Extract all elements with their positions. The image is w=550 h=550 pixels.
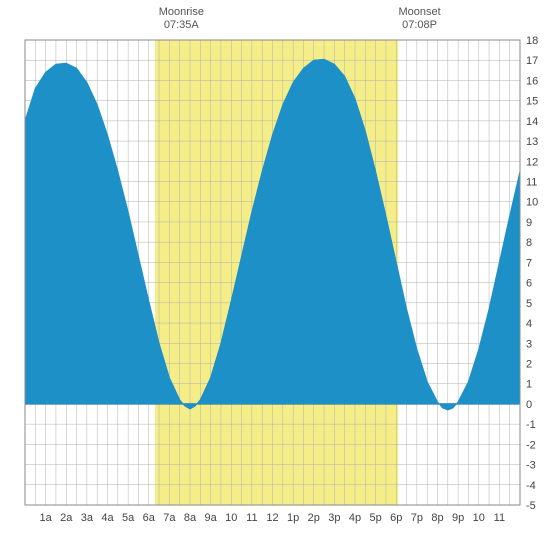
tide-moon-chart: 1a2a3a4a5a6a7a8a9a1011121p2p3p4p5p6p7p8p… <box>0 0 550 550</box>
y-tick-label: 0 <box>526 399 532 411</box>
annotation-time: 07:08P <box>390 19 450 32</box>
y-tick-label: 4 <box>526 318 532 330</box>
y-tick-label: 2 <box>526 358 532 370</box>
y-tick-label: 8 <box>526 237 532 249</box>
x-tick-label: 10 <box>473 512 485 524</box>
moonset-annotation: Moonset07:08P <box>390 6 450 32</box>
x-tick-label: 11 <box>246 512 257 524</box>
x-tick-label: 4p <box>349 512 361 524</box>
y-tick-label: -1 <box>526 419 536 431</box>
x-tick-label: 8p <box>431 512 443 524</box>
chart-svg: 1a2a3a4a5a6a7a8a9a1011121p2p3p4p5p6p7p8p… <box>0 0 550 550</box>
x-tick-label: 4a <box>101 512 114 524</box>
x-tick-label: 1p <box>287 512 299 524</box>
y-tick-label: 17 <box>526 55 538 67</box>
x-tick-label: 7a <box>163 512 176 524</box>
y-tick-label: 10 <box>526 197 538 209</box>
x-tick-label: 3p <box>328 512 340 524</box>
x-tick-label: 6a <box>143 512 156 524</box>
x-tick-label: 7p <box>411 512 423 524</box>
annotation-label: Moonset <box>390 6 450 19</box>
y-tick-label: 12 <box>526 156 538 168</box>
y-tick-label: 13 <box>526 136 538 148</box>
y-tick-label: 11 <box>526 177 537 189</box>
x-tick-label: 1a <box>40 512 53 524</box>
moonrise-annotation: Moonrise07:35A <box>151 6 211 32</box>
x-tick-label: 9p <box>452 512 464 524</box>
y-tick-label: 18 <box>526 35 538 47</box>
x-tick-label: 8a <box>184 512 197 524</box>
y-tick-label: -3 <box>526 460 536 472</box>
x-tick-label: 5a <box>122 512 135 524</box>
x-tick-label: 6p <box>390 512 402 524</box>
y-tick-label: 14 <box>526 116 538 128</box>
y-tick-label: 6 <box>526 278 532 290</box>
y-tick-label: 5 <box>526 298 532 310</box>
y-tick-label: -5 <box>526 500 536 512</box>
annotation-time: 07:35A <box>151 19 211 32</box>
y-tick-label: 16 <box>526 75 538 87</box>
x-tick-label: 2p <box>308 512 320 524</box>
x-tick-label: 12 <box>266 512 278 524</box>
x-tick-label: 11 <box>494 512 505 524</box>
y-tick-label: 15 <box>526 96 538 108</box>
y-tick-label: 7 <box>526 257 532 269</box>
x-tick-label: 10 <box>225 512 237 524</box>
x-tick-label: 9a <box>205 512 218 524</box>
y-tick-label: -4 <box>526 480 536 492</box>
x-tick-label: 3a <box>81 512 94 524</box>
y-tick-label: 3 <box>526 338 532 350</box>
x-tick-label: 2a <box>60 512 73 524</box>
y-tick-label: 9 <box>526 217 532 229</box>
y-tick-label: 1 <box>526 379 532 391</box>
annotation-label: Moonrise <box>151 6 211 19</box>
y-tick-label: -2 <box>526 439 536 451</box>
x-tick-label: 5p <box>370 512 382 524</box>
